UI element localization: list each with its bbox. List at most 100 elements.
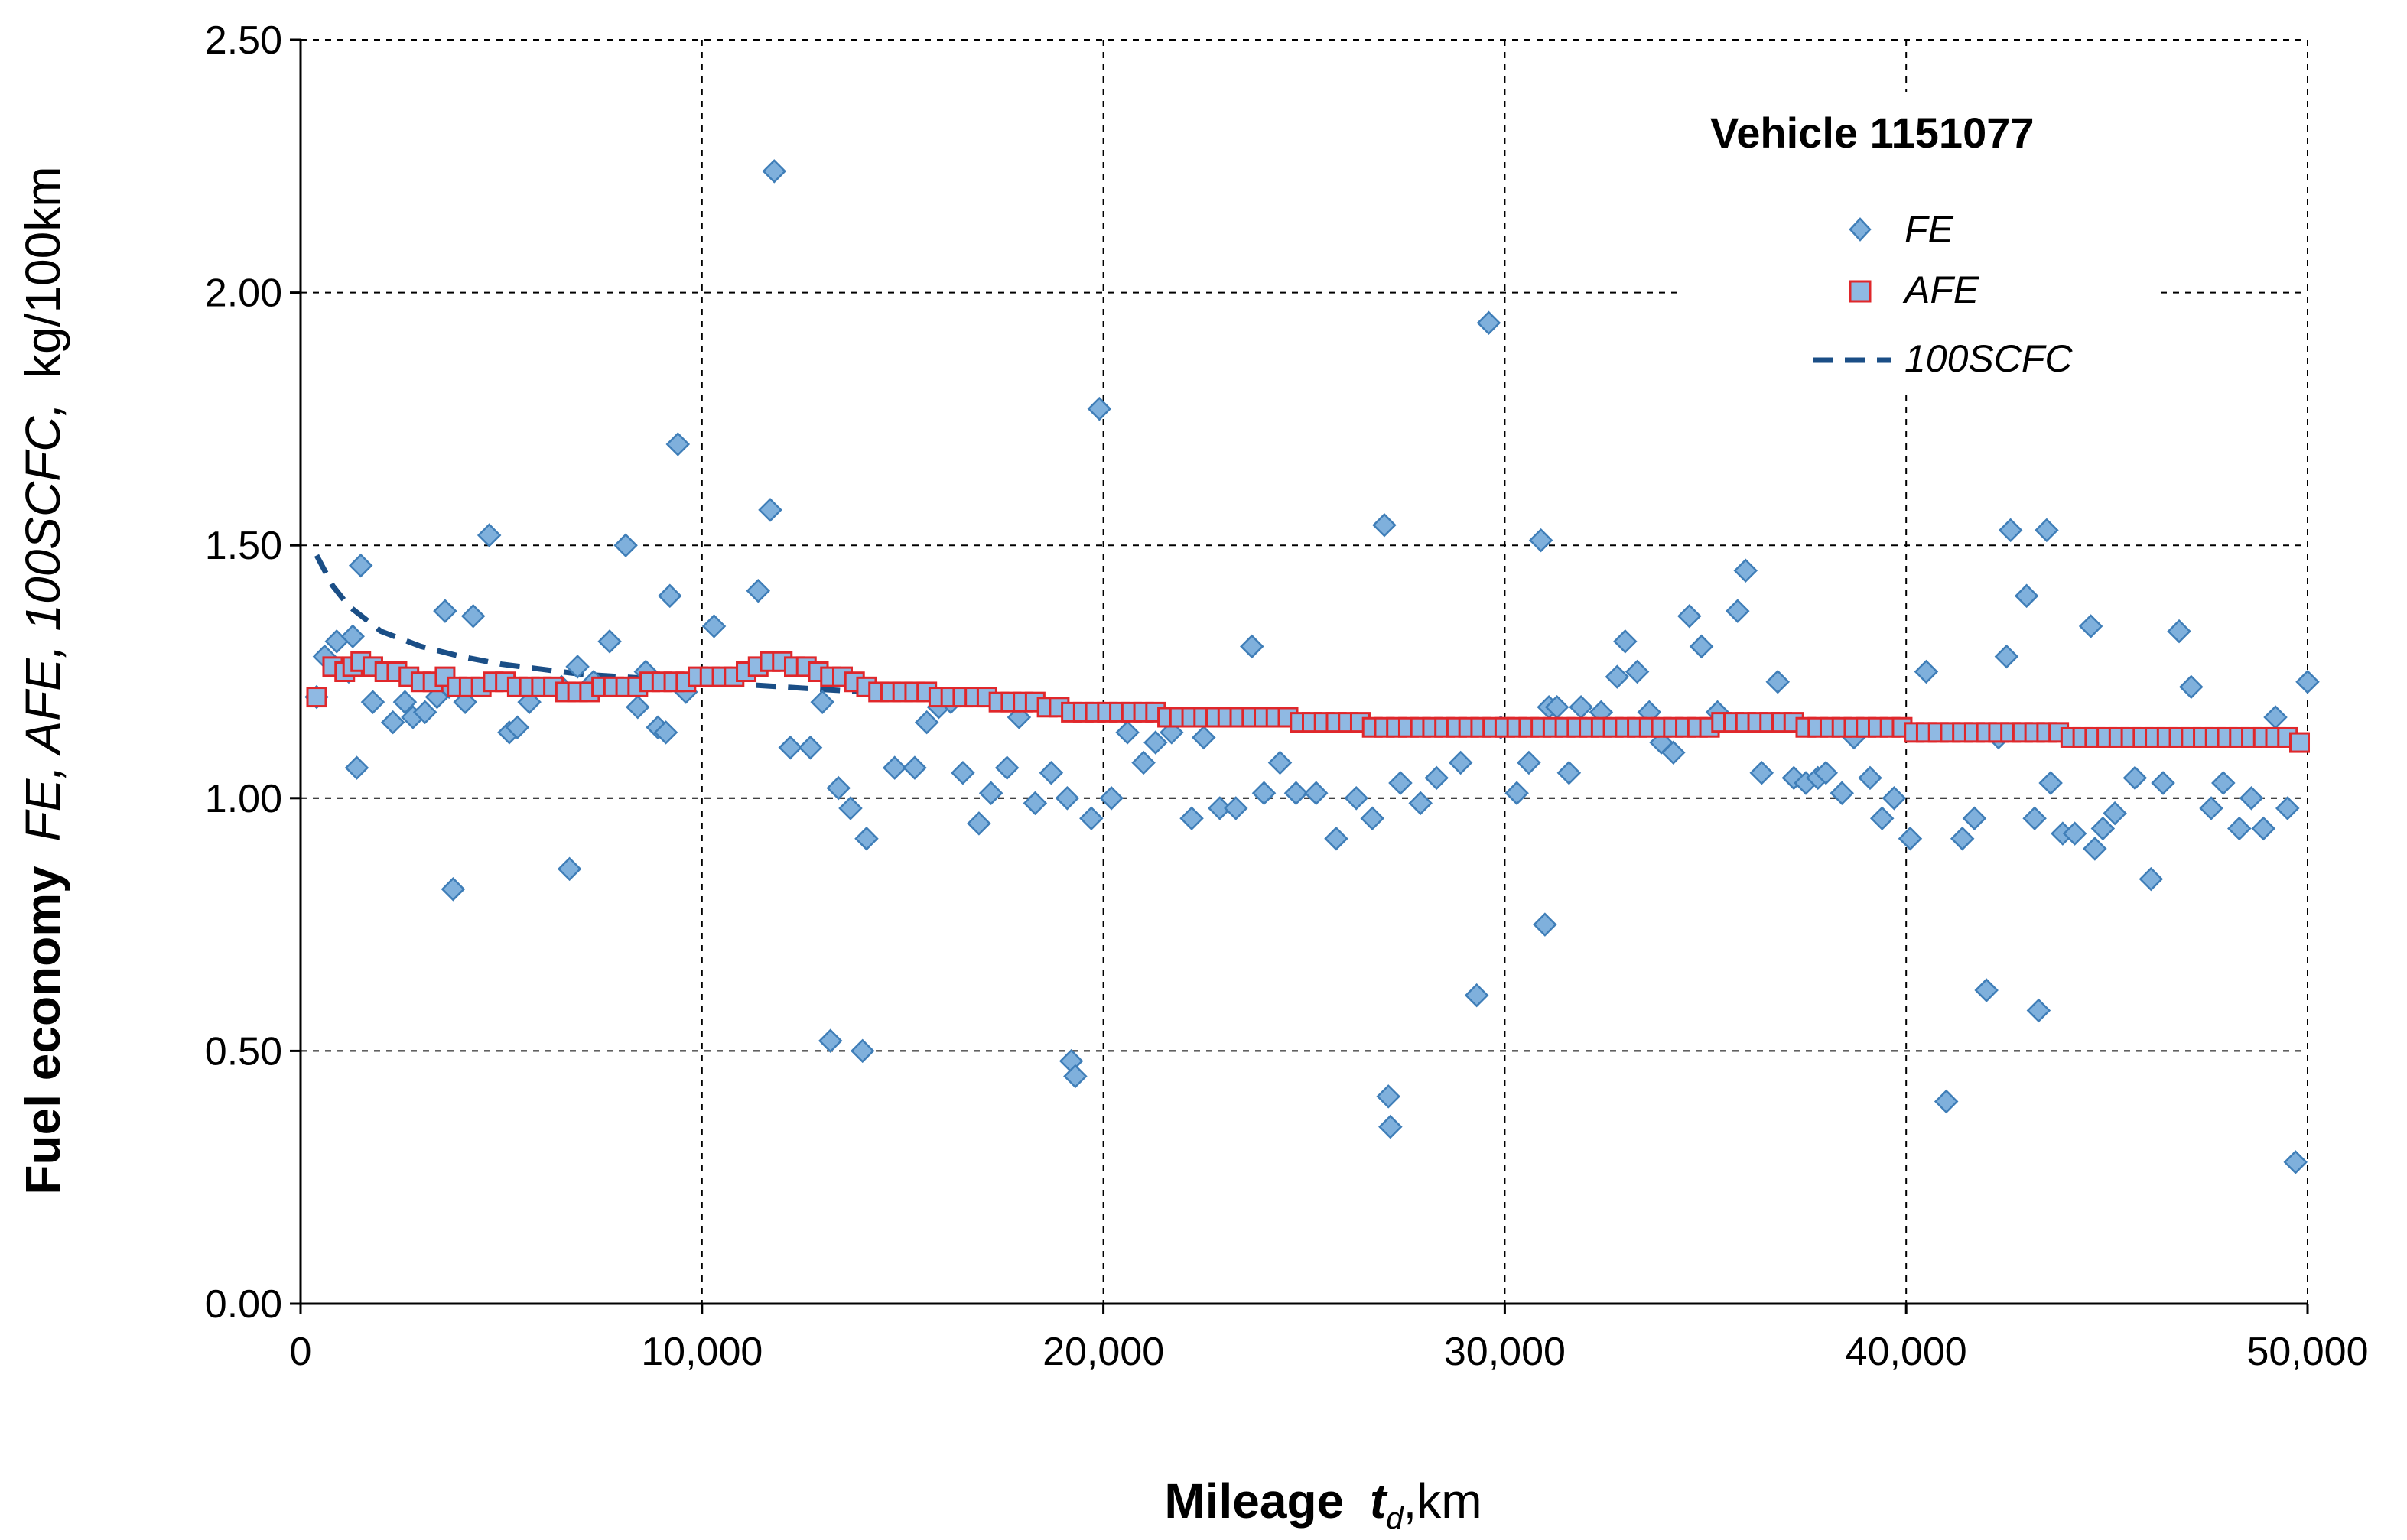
fe-point bbox=[758, 498, 782, 522]
fe-point bbox=[1283, 781, 1309, 805]
fe-point bbox=[1517, 750, 1541, 775]
x-tick-label: 30,000 bbox=[1444, 1330, 1566, 1374]
y-tick-label: 0.50 bbox=[205, 1029, 282, 1074]
fe-point bbox=[557, 856, 582, 882]
legend-afe-marker bbox=[1849, 280, 1872, 303]
fe-point bbox=[1749, 760, 1774, 785]
fe-point bbox=[1179, 806, 1204, 831]
fe-point bbox=[344, 755, 369, 780]
legend-afe-label: AFE bbox=[1902, 268, 1979, 311]
fe-point bbox=[882, 755, 907, 780]
x-tick-label: 10,000 bbox=[641, 1330, 763, 1374]
fe-point bbox=[1372, 512, 1397, 538]
fe-point bbox=[2151, 771, 2175, 795]
fe-point bbox=[1267, 750, 1293, 775]
fe-point bbox=[2263, 705, 2288, 729]
fe-point bbox=[1677, 604, 1702, 629]
fe-point bbox=[1962, 806, 1987, 831]
y-axis-title-series: FE, AFE, 100SCFC, bbox=[15, 403, 70, 842]
fe-point bbox=[658, 583, 682, 609]
fe-point bbox=[1726, 599, 1750, 623]
y-tick-label: 2.00 bbox=[205, 271, 282, 316]
fe-point bbox=[2239, 786, 2264, 811]
y-axis-title: Fuel economy FE, AFE, 100SCFC, kg/100km bbox=[15, 166, 70, 1194]
fe-point bbox=[433, 599, 457, 623]
fe-point bbox=[1569, 695, 1593, 720]
fe-point bbox=[2139, 866, 2164, 892]
fe-point bbox=[994, 755, 1020, 780]
fe-point bbox=[1869, 806, 1895, 831]
fe-point bbox=[1039, 760, 1064, 785]
x-tick-label: 40,000 bbox=[1846, 1330, 1967, 1374]
fe-point bbox=[1998, 518, 2023, 543]
fe-point bbox=[1376, 1084, 1400, 1109]
fe-point bbox=[2199, 796, 2223, 820]
fe-point bbox=[818, 1028, 843, 1053]
fe-point bbox=[701, 614, 727, 638]
fe-point bbox=[978, 781, 1003, 805]
fe-point bbox=[1208, 796, 1232, 820]
fe-point bbox=[951, 760, 975, 785]
fe-point bbox=[1830, 781, 1854, 805]
fe-point bbox=[1533, 912, 1557, 937]
y-axis-title-unit: kg/100km bbox=[15, 166, 70, 378]
fe-point bbox=[1882, 786, 1907, 811]
fe-point bbox=[665, 432, 691, 456]
fe-point bbox=[565, 655, 590, 679]
fe-point bbox=[826, 775, 851, 801]
y-tick-label: 2.50 bbox=[205, 18, 282, 63]
fe-point bbox=[1974, 978, 1999, 1002]
fe-point bbox=[2103, 801, 2127, 826]
x-axis-title-subscript: d bbox=[1386, 1502, 1404, 1535]
fe-point bbox=[477, 523, 502, 547]
fe-point bbox=[1224, 796, 1248, 820]
fe-point bbox=[1131, 750, 1156, 775]
x-axis-title: Mileage td,km bbox=[1164, 1473, 1482, 1535]
fe-point bbox=[2038, 771, 2063, 795]
fe-point bbox=[2283, 1150, 2308, 1174]
fe-point bbox=[1115, 720, 1140, 745]
fe-point bbox=[1556, 760, 1582, 785]
fe-point bbox=[1476, 310, 1501, 336]
fe-point bbox=[626, 695, 650, 720]
fe-point bbox=[1023, 791, 1048, 816]
fe-point bbox=[1765, 669, 1791, 694]
fe-point bbox=[1324, 826, 1348, 851]
fe-point bbox=[1378, 1114, 1403, 1139]
y-tick-label: 1.00 bbox=[205, 777, 282, 821]
fe-point bbox=[2275, 796, 2300, 820]
fe-point bbox=[505, 715, 530, 739]
fe-point bbox=[1781, 765, 1807, 791]
fe-point bbox=[1898, 826, 1923, 851]
fe-point bbox=[2022, 806, 2047, 831]
fe-point bbox=[2227, 816, 2252, 841]
fe-point bbox=[1689, 634, 1714, 659]
fe-point bbox=[2122, 765, 2148, 791]
fe-point bbox=[1625, 659, 1650, 684]
fe-point bbox=[810, 690, 835, 714]
fe-point bbox=[2083, 837, 2107, 861]
fe-point bbox=[850, 1038, 875, 1064]
afe-point bbox=[2289, 732, 2311, 753]
x-axis-title-symbol: t bbox=[1370, 1473, 1388, 1529]
fe-point bbox=[1079, 806, 1104, 831]
fe-point bbox=[2090, 816, 2116, 841]
fe-point bbox=[1099, 786, 1124, 811]
fe-point bbox=[1303, 781, 1329, 805]
x-tick-label: 20,000 bbox=[1042, 1330, 1164, 1374]
fe-point bbox=[1528, 528, 1553, 553]
fe-point bbox=[340, 624, 365, 648]
y-axis-title-main: Fuel economy bbox=[15, 866, 70, 1195]
legend-fe-marker bbox=[1849, 217, 1872, 242]
fe-point bbox=[348, 553, 373, 578]
fe-point bbox=[1813, 760, 1839, 785]
fe-point bbox=[1251, 781, 1277, 805]
fe-point bbox=[1950, 826, 1975, 851]
fe-point bbox=[1613, 629, 1638, 654]
fe-point bbox=[746, 578, 771, 603]
fe-point bbox=[360, 690, 385, 714]
x-axis-title-main: Mileage bbox=[1164, 1473, 1344, 1529]
fe-point bbox=[2167, 619, 2191, 644]
x-tick-label: 0 bbox=[290, 1330, 312, 1374]
